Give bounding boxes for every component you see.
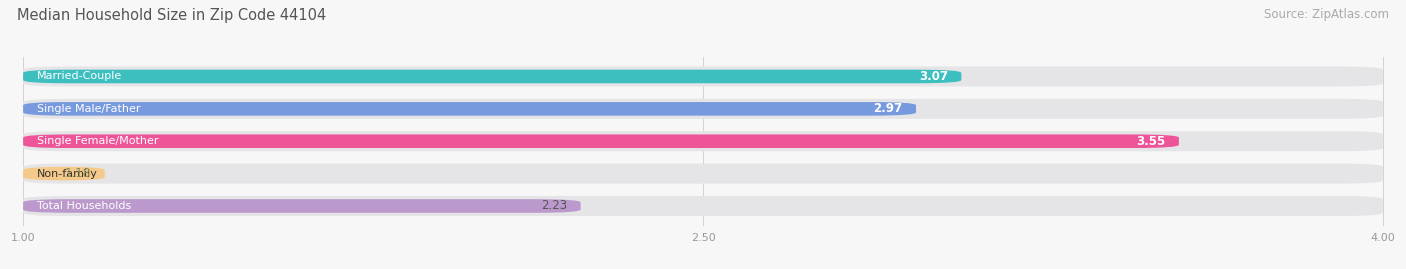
Text: 2.97: 2.97 — [873, 102, 903, 115]
FancyBboxPatch shape — [22, 102, 917, 116]
FancyBboxPatch shape — [22, 134, 1178, 148]
FancyBboxPatch shape — [22, 131, 1384, 151]
Text: Non-family: Non-family — [37, 169, 97, 179]
Text: Married-Couple: Married-Couple — [37, 72, 122, 82]
Text: Single Female/Mother: Single Female/Mother — [37, 136, 159, 146]
Text: Median Household Size in Zip Code 44104: Median Household Size in Zip Code 44104 — [17, 8, 326, 23]
FancyBboxPatch shape — [22, 164, 1384, 184]
FancyBboxPatch shape — [22, 167, 104, 180]
Text: 3.07: 3.07 — [918, 70, 948, 83]
Text: 2.23: 2.23 — [541, 200, 567, 213]
FancyBboxPatch shape — [22, 199, 581, 213]
FancyBboxPatch shape — [22, 70, 962, 83]
Text: 1.18: 1.18 — [65, 167, 91, 180]
Text: 3.55: 3.55 — [1136, 135, 1166, 148]
Text: Single Male/Father: Single Male/Father — [37, 104, 141, 114]
FancyBboxPatch shape — [22, 99, 1384, 119]
FancyBboxPatch shape — [22, 66, 1384, 87]
Text: Source: ZipAtlas.com: Source: ZipAtlas.com — [1264, 8, 1389, 21]
FancyBboxPatch shape — [22, 196, 1384, 216]
Text: Total Households: Total Households — [37, 201, 131, 211]
